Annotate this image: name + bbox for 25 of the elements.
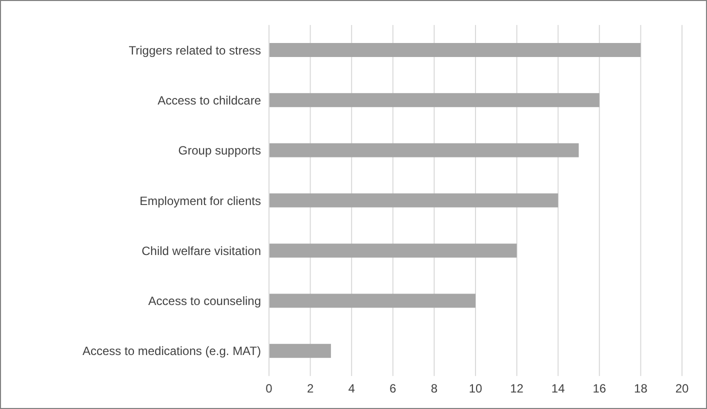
bar bbox=[269, 294, 476, 308]
y-tick-label: Child welfare visitation bbox=[142, 244, 261, 258]
bar bbox=[269, 143, 579, 158]
x-tick-label: 6 bbox=[390, 382, 397, 396]
x-tick-label: 0 bbox=[266, 382, 273, 396]
x-tick-label: 10 bbox=[468, 382, 482, 396]
y-tick-label: Access to counseling bbox=[148, 294, 261, 308]
bar bbox=[269, 193, 558, 208]
bar bbox=[269, 344, 331, 358]
bar bbox=[269, 43, 641, 57]
x-tick-label: 8 bbox=[430, 382, 438, 396]
y-tick-label: Employment for clients bbox=[140, 194, 261, 208]
y-tick-label: Access to medications (e.g. MAT) bbox=[82, 344, 262, 358]
bar bbox=[269, 244, 517, 258]
y-tick-label: Access to childcare bbox=[158, 93, 262, 108]
x-tick-label: 18 bbox=[634, 382, 648, 396]
y-tick-label: Triggers related to stress bbox=[128, 43, 261, 58]
y-tick-label: Group supports bbox=[178, 144, 261, 158]
x-tick-label: 14 bbox=[551, 382, 566, 396]
x-tick-label: 20 bbox=[675, 382, 689, 396]
x-tick-label: 12 bbox=[510, 382, 524, 396]
x-tick-label: 2 bbox=[306, 382, 314, 396]
x-tick-label: 4 bbox=[348, 382, 356, 396]
x-tick-label: 16 bbox=[592, 382, 606, 396]
bar bbox=[269, 93, 600, 108]
